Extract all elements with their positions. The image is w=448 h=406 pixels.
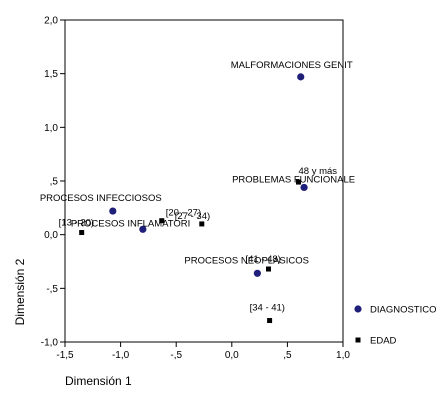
x-tick-label: ,5 <box>283 350 292 361</box>
point-label: PROCESOS INFECCIOSOS <box>40 193 162 204</box>
edad-point <box>265 266 271 272</box>
y-tick-label: 0,0 <box>44 230 58 241</box>
x-tick-label: 1,0 <box>336 350 350 361</box>
data-points: MALFORMACIONES GENIT PROBLEMAS FUNCIONALE… <box>40 60 355 324</box>
y-tick-label: 1,5 <box>44 69 58 80</box>
diagnostico-point <box>109 207 117 215</box>
y-axis-title: Dimensión 2 <box>13 258 27 325</box>
legend-label: EDAD <box>370 336 397 347</box>
x-tick-label: -1,5 <box>56 350 74 361</box>
point-label: PROCESOS NEOPLASICOS <box>184 255 309 266</box>
x-tick-label: -1,0 <box>112 350 130 361</box>
y-tick-label: ,5 <box>50 177 59 188</box>
edad-point <box>159 218 165 224</box>
legend: DIAGNOSTICO EDAD <box>354 305 437 347</box>
x-tick-label: 0,0 <box>225 350 239 361</box>
diagnostico-point <box>139 225 147 233</box>
y-tick-label: 2,0 <box>44 16 58 27</box>
diagnostico-point <box>253 269 261 277</box>
legend-marker-square <box>355 337 361 343</box>
edad-point <box>267 318 273 324</box>
point-label: [34 - 41) <box>250 303 285 314</box>
edad-point <box>296 179 302 185</box>
y-tick-label: 1,0 <box>44 123 58 134</box>
legend-label: DIAGNOSTICO <box>370 305 437 316</box>
point-label: [27 - 34) <box>175 211 210 222</box>
point-label: PROBLEMAS FUNCIONALE <box>232 174 355 185</box>
x-axis-title: Dimensión 1 <box>65 374 132 388</box>
diagnostico-point <box>297 73 305 81</box>
y-tick-label: -,5 <box>46 284 58 295</box>
edad-point <box>199 221 205 227</box>
point-label: 48 y más <box>299 166 338 177</box>
y-axis: -1,0 -,5 0,0 ,5 1,0 1,5 2,0 <box>41 16 65 349</box>
x-axis: -1,5 -1,0 -,5 0,0 ,5 1,0 <box>56 342 350 361</box>
y-tick-label: -1,0 <box>41 338 59 349</box>
edad-point <box>79 230 85 236</box>
legend-marker-circle <box>354 305 362 313</box>
point-label: [13 - 20) <box>59 218 94 229</box>
point-label: [20 - 27) <box>166 208 201 219</box>
x-tick-label: -,5 <box>170 350 182 361</box>
point-label: MALFORMACIONES GENIT <box>231 60 353 71</box>
point-label: PROCESOS INFLAMATORI <box>71 218 190 229</box>
point-label: [41 - 48) <box>245 254 280 265</box>
diagnostico-point <box>300 183 308 192</box>
